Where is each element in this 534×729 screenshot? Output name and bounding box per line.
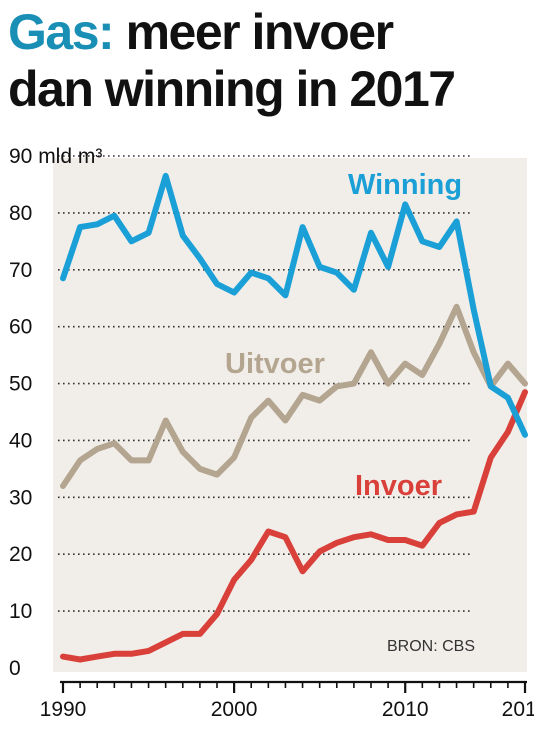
chart-title: Gas: meer invoer dan winning in 2017 — [8, 4, 456, 118]
x-tick-label: 1990 — [40, 698, 87, 721]
y-tick-label: 50 — [9, 373, 32, 396]
series-line-invoer — [60, 389, 528, 663]
x-axis: 1990 2000 2010 2017 — [40, 680, 534, 721]
series-line-winning — [60, 172, 528, 438]
y-tick-label: 90 mld m³ — [9, 145, 102, 168]
series-label-uitvoer: Uitvoer — [225, 348, 325, 380]
y-tick-label: 0 — [9, 657, 21, 680]
x-tick-label: 2000 — [211, 698, 258, 721]
y-tick-label: 60 — [9, 316, 32, 339]
y-tick-label: 30 — [9, 486, 32, 509]
x-tick-label: 2017 — [502, 698, 534, 721]
title-keyword: Gas: — [8, 4, 115, 60]
y-tick-label: 10 — [9, 600, 32, 623]
x-tick-label: 2010 — [382, 698, 429, 721]
series-label-invoer: Invoer — [355, 470, 442, 502]
series-label-winning: Winning — [348, 169, 462, 201]
title-line2: dan winning in 2017 — [8, 61, 456, 117]
y-tick-label: 40 — [9, 429, 32, 452]
y-axis-ticks: 90 mld m³ 80 70 60 50 40 30 20 10 0 — [9, 145, 102, 680]
series-lines — [60, 172, 528, 663]
y-tick-label: 80 — [9, 202, 32, 225]
y-tick-label: 70 — [9, 259, 32, 282]
y-tick-label: 20 — [9, 543, 32, 566]
source-note: BRON: CBS — [387, 638, 475, 655]
title-line1-rest: meer invoer — [113, 4, 394, 60]
series-line-uitvoer — [60, 303, 528, 489]
